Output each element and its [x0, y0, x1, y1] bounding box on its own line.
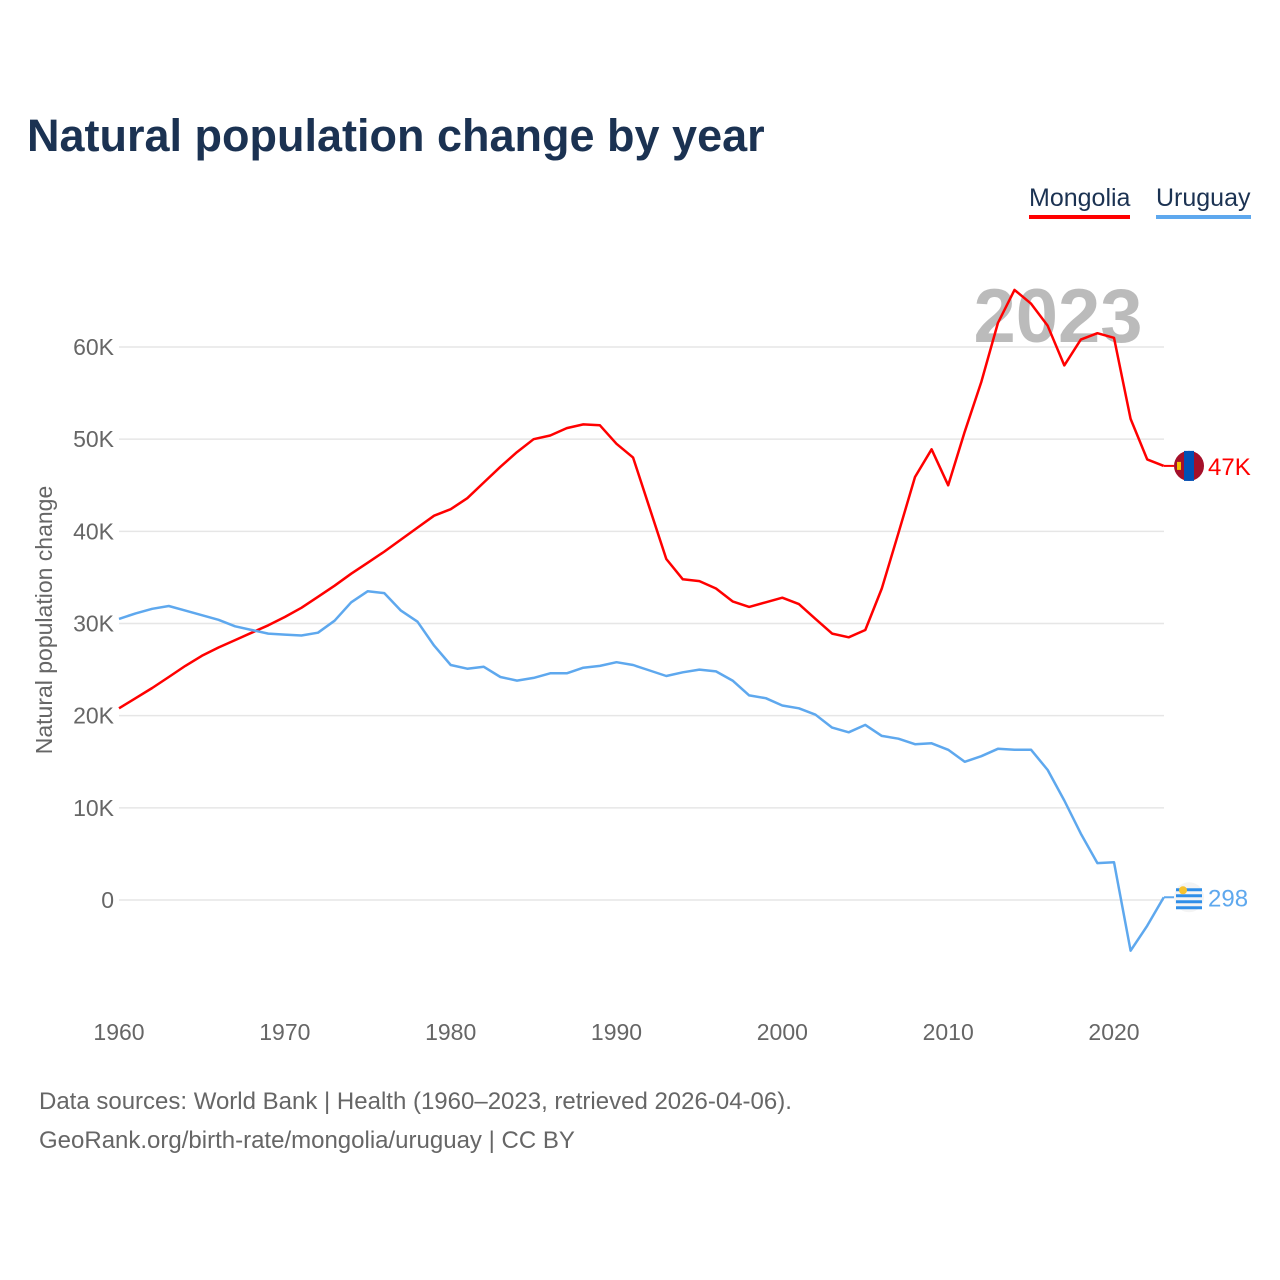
uruguay-flag-icon	[1174, 882, 1204, 913]
y-tick-label: 10K	[73, 795, 115, 821]
x-tick-label: 1970	[259, 1019, 310, 1045]
mongolia-flag-icon	[1174, 450, 1204, 481]
x-tick-label: 1990	[591, 1019, 642, 1045]
y-tick-label: 60K	[73, 334, 115, 360]
x-tick-label: 2010	[923, 1019, 974, 1045]
x-tick-label: 2020	[1088, 1019, 1139, 1045]
y-tick-label: 20K	[73, 703, 115, 729]
series-line-mongolia[interactable]	[118, 288, 1165, 710]
footer-source: Data sources: World Bank | Health (1960–…	[39, 1088, 792, 1115]
x-tick-label: 1980	[425, 1019, 476, 1045]
y-tick-label: 30K	[73, 611, 115, 637]
legend-item-mongolia[interactable]: Mongolia	[1029, 184, 1131, 219]
chart-title: Natural population change by year	[27, 110, 765, 161]
end-value-label: 47K	[1208, 454, 1251, 481]
x-tick-label: 2000	[757, 1019, 808, 1045]
end-value-label: 298	[1208, 885, 1248, 912]
series-line-uruguay[interactable]	[118, 589, 1165, 952]
y-axis-label: Natural population change	[31, 486, 57, 755]
y-tick-label: 50K	[73, 426, 115, 452]
y-tick-label: 0	[101, 887, 114, 913]
y-tick-label: 40K	[73, 518, 115, 544]
x-tick-label: 1960	[93, 1019, 144, 1045]
footer-link[interactable]: GeoRank.org/birth-rate/mongolia/uruguay …	[39, 1127, 575, 1154]
legend-item-uruguay[interactable]: Uruguay	[1156, 184, 1251, 219]
